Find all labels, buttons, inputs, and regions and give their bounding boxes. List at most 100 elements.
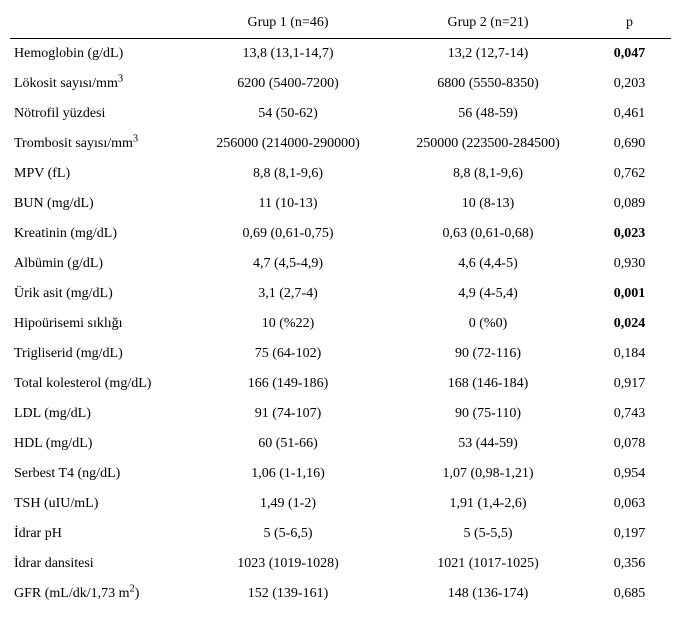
table-row: LDL (mg/dL)91 (74-107)90 (75-110)0,743 — [10, 399, 671, 429]
row-group-2: 56 (48-59) — [388, 99, 588, 129]
row-group-1: 4,7 (4,5-4,9) — [188, 249, 388, 279]
row-group-1: 75 (64-102) — [188, 339, 388, 369]
row-label: Kreatinin (mg/dL) — [10, 219, 188, 249]
table-row: Trombosit sayısı/mm3256000 (214000-29000… — [10, 129, 671, 159]
row-group-1: 91 (74-107) — [188, 399, 388, 429]
row-group-1: 1,49 (1-2) — [188, 489, 388, 519]
row-label: BUN (mg/dL) — [10, 189, 188, 219]
header-group-2: Grup 2 (n=21) — [388, 8, 588, 39]
row-group-2: 6800 (5550-8350) — [388, 69, 588, 99]
row-p-value: 0,690 — [588, 129, 671, 159]
row-p-value: 0,954 — [588, 459, 671, 489]
row-p-value: 0,184 — [588, 339, 671, 369]
row-group-2: 0 (%0) — [388, 309, 588, 339]
row-group-1: 60 (51-66) — [188, 429, 388, 459]
row-label: MPV (fL) — [10, 159, 188, 189]
table-row: TSH (uIU/mL)1,49 (1-2)1,91 (1,4-2,6)0,06… — [10, 489, 671, 519]
table-row: MPV (fL)8,8 (8,1-9,6)8,8 (8,1-9,6)0,762 — [10, 159, 671, 189]
data-table: Grup 1 (n=46) Grup 2 (n=21) p Hemoglobin… — [10, 8, 671, 609]
row-p-value: 0,917 — [588, 369, 671, 399]
row-p-value: 0,930 — [588, 249, 671, 279]
header-blank — [10, 8, 188, 39]
row-p-value: 0,743 — [588, 399, 671, 429]
row-label: Ürik asit (mg/dL) — [10, 279, 188, 309]
row-group-2: 0,63 (0,61-0,68) — [388, 219, 588, 249]
row-group-2: 1021 (1017-1025) — [388, 549, 588, 579]
row-group-1: 152 (139-161) — [188, 579, 388, 609]
table-row: Albümin (g/dL)4,7 (4,5-4,9)4,6 (4,4-5)0,… — [10, 249, 671, 279]
table-row: Serbest T4 (ng/dL)1,06 (1-1,16)1,07 (0,9… — [10, 459, 671, 489]
table-row: Ürik asit (mg/dL)3,1 (2,7-4)4,9 (4-5,4)0… — [10, 279, 671, 309]
header-row: Grup 1 (n=46) Grup 2 (n=21) p — [10, 8, 671, 39]
row-p-value: 0,023 — [588, 219, 671, 249]
row-label: İdrar pH — [10, 519, 188, 549]
row-group-1: 5 (5-6,5) — [188, 519, 388, 549]
row-label: TSH (uIU/mL) — [10, 489, 188, 519]
row-group-2: 168 (146-184) — [388, 369, 588, 399]
row-group-1: 6200 (5400-7200) — [188, 69, 388, 99]
row-group-2: 1,91 (1,4-2,6) — [388, 489, 588, 519]
row-group-2: 10 (8-13) — [388, 189, 588, 219]
row-label: Albümin (g/dL) — [10, 249, 188, 279]
row-p-value: 0,685 — [588, 579, 671, 609]
row-label: Lökosit sayısı/mm3 — [10, 69, 188, 99]
row-label: Total kolesterol (mg/dL) — [10, 369, 188, 399]
row-group-2: 13,2 (12,7-14) — [388, 39, 588, 70]
table-row: İdrar pH5 (5-6,5)5 (5-5,5)0,197 — [10, 519, 671, 549]
row-group-2: 148 (136-174) — [388, 579, 588, 609]
table-row: Trigliserid (mg/dL)75 (64-102)90 (72-116… — [10, 339, 671, 369]
row-label: Nötrofil yüzdesi — [10, 99, 188, 129]
row-group-1: 1,06 (1-1,16) — [188, 459, 388, 489]
row-group-1: 256000 (214000-290000) — [188, 129, 388, 159]
table-row: Hemoglobin (g/dL)13,8 (13,1-14,7)13,2 (1… — [10, 39, 671, 70]
table-row: Hipoürisemi sıklığı10 (%22)0 (%0)0,024 — [10, 309, 671, 339]
row-p-value: 0,078 — [588, 429, 671, 459]
row-label: İdrar dansitesi — [10, 549, 188, 579]
row-label: Serbest T4 (ng/dL) — [10, 459, 188, 489]
row-label: Trombosit sayısı/mm3 — [10, 129, 188, 159]
row-group-1: 10 (%22) — [188, 309, 388, 339]
page: Grup 1 (n=46) Grup 2 (n=21) p Hemoglobin… — [0, 0, 681, 619]
row-group-1: 8,8 (8,1-9,6) — [188, 159, 388, 189]
table-row: Nötrofil yüzdesi54 (50-62)56 (48-59)0,46… — [10, 99, 671, 129]
row-label: Hemoglobin (g/dL) — [10, 39, 188, 70]
table-row: Total kolesterol (mg/dL)166 (149-186)168… — [10, 369, 671, 399]
row-group-2: 250000 (223500-284500) — [388, 129, 588, 159]
row-p-value: 0,762 — [588, 159, 671, 189]
row-group-2: 4,9 (4-5,4) — [388, 279, 588, 309]
row-group-2: 53 (44-59) — [388, 429, 588, 459]
row-label: GFR (mL/dk/1,73 m2) — [10, 579, 188, 609]
row-p-value: 0,047 — [588, 39, 671, 70]
table-row: GFR (mL/dk/1,73 m2)152 (139-161)148 (136… — [10, 579, 671, 609]
table-body: Hemoglobin (g/dL)13,8 (13,1-14,7)13,2 (1… — [10, 39, 671, 610]
table-row: İdrar dansitesi1023 (1019-1028)1021 (101… — [10, 549, 671, 579]
row-group-2: 1,07 (0,98-1,21) — [388, 459, 588, 489]
row-group-2: 4,6 (4,4-5) — [388, 249, 588, 279]
row-group-1: 54 (50-62) — [188, 99, 388, 129]
table-row: HDL (mg/dL)60 (51-66)53 (44-59)0,078 — [10, 429, 671, 459]
row-group-1: 3,1 (2,7-4) — [188, 279, 388, 309]
header-group-1: Grup 1 (n=46) — [188, 8, 388, 39]
row-label: HDL (mg/dL) — [10, 429, 188, 459]
row-group-2: 90 (72-116) — [388, 339, 588, 369]
row-label: Trigliserid (mg/dL) — [10, 339, 188, 369]
table-row: BUN (mg/dL)11 (10-13)10 (8-13)0,089 — [10, 189, 671, 219]
row-group-1: 1023 (1019-1028) — [188, 549, 388, 579]
row-group-1: 166 (149-186) — [188, 369, 388, 399]
row-label: Hipoürisemi sıklığı — [10, 309, 188, 339]
row-p-value: 0,356 — [588, 549, 671, 579]
table-row: Lökosit sayısı/mm36200 (5400-7200)6800 (… — [10, 69, 671, 99]
row-p-value: 0,063 — [588, 489, 671, 519]
table-row: Kreatinin (mg/dL)0,69 (0,61-0,75)0,63 (0… — [10, 219, 671, 249]
row-group-2: 5 (5-5,5) — [388, 519, 588, 549]
row-group-1: 13,8 (13,1-14,7) — [188, 39, 388, 70]
row-group-2: 90 (75-110) — [388, 399, 588, 429]
row-group-1: 0,69 (0,61-0,75) — [188, 219, 388, 249]
row-p-value: 0,024 — [588, 309, 671, 339]
row-p-value: 0,089 — [588, 189, 671, 219]
row-p-value: 0,197 — [588, 519, 671, 549]
row-label: LDL (mg/dL) — [10, 399, 188, 429]
table-head: Grup 1 (n=46) Grup 2 (n=21) p — [10, 8, 671, 39]
row-p-value: 0,001 — [588, 279, 671, 309]
row-group-2: 8,8 (8,1-9,6) — [388, 159, 588, 189]
